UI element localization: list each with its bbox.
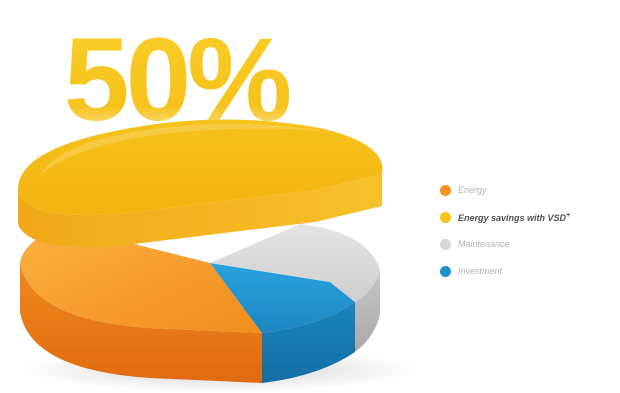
pie-slice-energy-side: [20, 262, 262, 383]
pie-slice-investment: [210, 263, 355, 333]
pie-slice-energy-savings-side: [18, 174, 382, 248]
legend-label-energy-savings: Energy savings with VSD+: [458, 212, 570, 223]
legend-item-maintenance: Maintenance: [440, 235, 570, 253]
pie-slice-maintenance: [210, 224, 380, 302]
legend-item-energy-savings: Energy savings with VSD+: [440, 208, 570, 226]
pie-top-highlight: [40, 123, 330, 175]
legend-label-maintenance: Maintenance: [458, 239, 510, 249]
chart-legend: Energy Energy savings with VSD+ Maintena…: [440, 181, 570, 280]
legend-swatch-energy: [440, 184, 451, 196]
legend-label-energy-savings-suffix: +: [566, 211, 571, 219]
pie-slice-energy-savings: [17, 119, 383, 216]
legend-label-energy: Energy: [458, 185, 487, 195]
legend-item-investment: Investment: [440, 262, 570, 280]
legend-label-energy-savings-text: Energy savings with VSD: [458, 212, 567, 223]
legend-item-energy: Energy: [440, 181, 570, 199]
pie-slice-investment-side: [262, 302, 355, 383]
legend-swatch-maintenance: [440, 238, 451, 250]
legend-swatch-investment: [440, 265, 451, 277]
pie-slice-energy: [20, 226, 262, 333]
legend-swatch-energy-savings: [440, 211, 451, 223]
pie-slice-maintenance-side: [355, 270, 380, 352]
legend-label-investment: Investment: [458, 266, 503, 276]
